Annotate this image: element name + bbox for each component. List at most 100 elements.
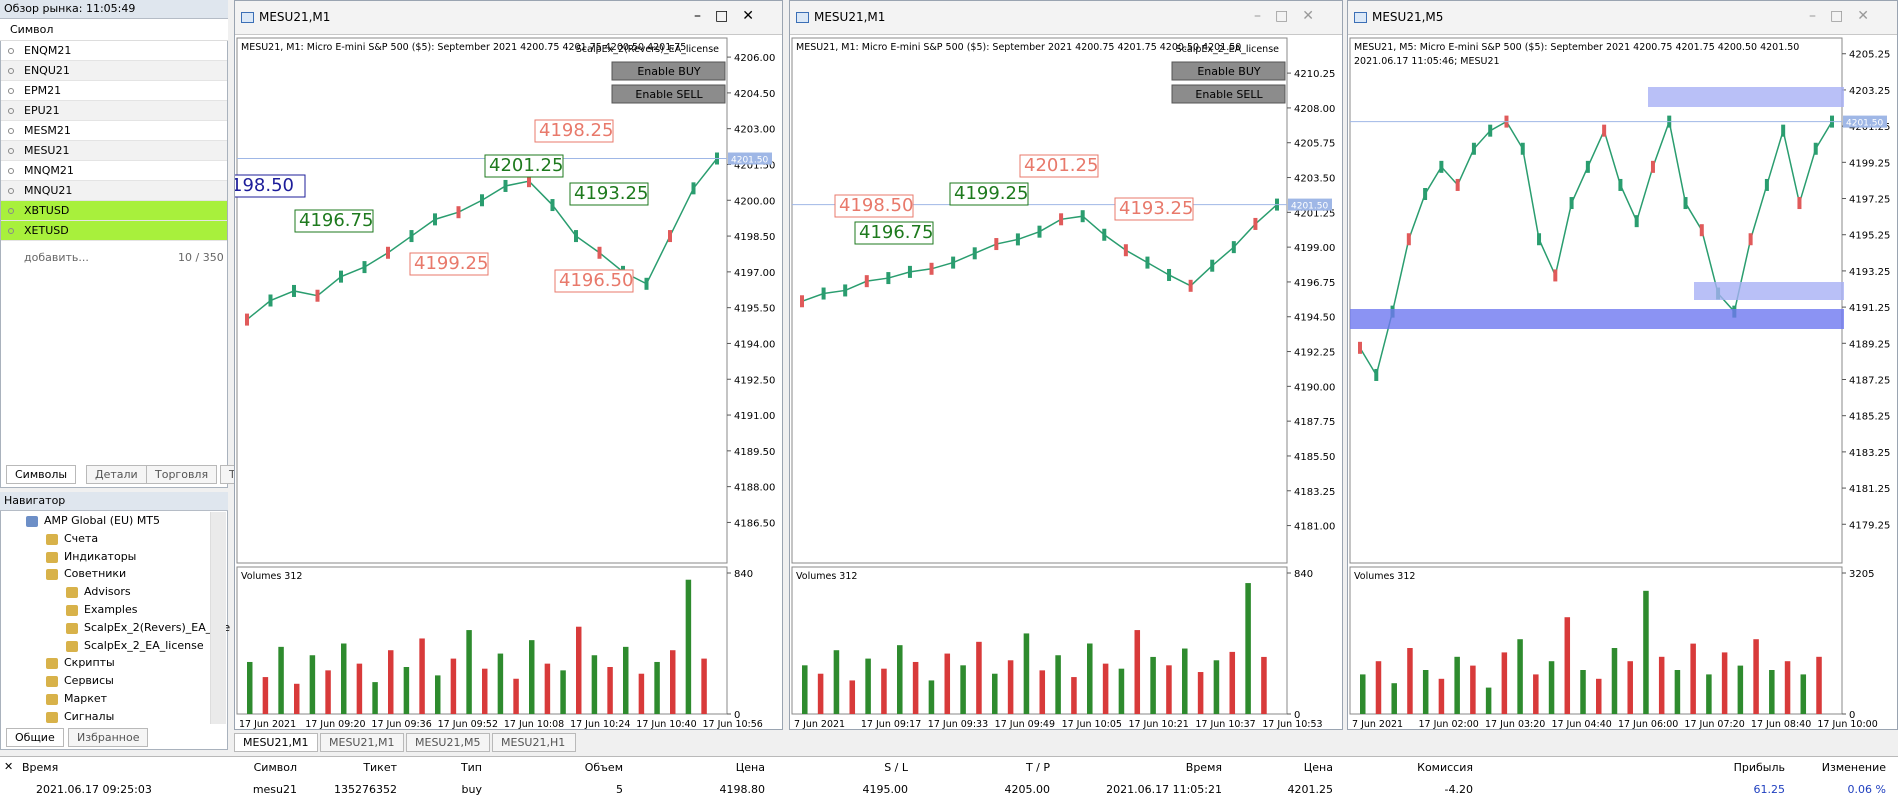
candle — [1080, 210, 1085, 223]
ea-button-label[interactable]: Enable BUY — [637, 65, 701, 78]
time-label: 17 Jun 04:40 — [1551, 719, 1611, 730]
tree-icon — [66, 587, 78, 599]
trade-cell: 5 — [616, 783, 623, 796]
volume-bar — [654, 661, 660, 714]
trade-cell: 135276352 — [334, 783, 397, 796]
price-label: 4187.75 — [1294, 417, 1335, 428]
column-header: Тип — [460, 761, 482, 774]
trade-label: 198.50 — [235, 175, 294, 196]
ea-button-label[interactable]: Enable SELL — [1195, 88, 1263, 101]
tree-icon — [26, 516, 38, 527]
ea-button[interactable] — [611, 61, 726, 81]
column-header: Изменение — [1821, 761, 1886, 774]
volume-bar — [1023, 633, 1030, 714]
ea-button[interactable] — [1171, 61, 1286, 81]
volume-label: Volumes 312 — [1354, 571, 1415, 582]
candle — [972, 247, 977, 260]
column-header: T / P — [1025, 761, 1050, 774]
time-label: 17 Jun 06:00 — [1618, 719, 1678, 730]
symbol-row — [1, 181, 227, 201]
price-label: 4183.25 — [1294, 487, 1335, 498]
volume-bar — [881, 668, 887, 714]
price-tag-bg — [728, 152, 772, 165]
symbol-row — [1, 121, 227, 141]
time-label: 17 Jun 10:21 — [1128, 719, 1188, 730]
candle — [433, 213, 437, 226]
volume-bar — [1690, 643, 1696, 714]
trade-label-box — [569, 182, 649, 206]
volume-bar — [1564, 617, 1571, 714]
time-label: 7 Jun 2021 — [794, 719, 845, 730]
candle — [1683, 197, 1688, 210]
symbol: MESM21 — [24, 124, 71, 137]
window-title: MESU21,M5 — [1348, 1, 1897, 35]
column-header: Время — [22, 761, 59, 774]
volume-bar — [1118, 668, 1125, 714]
volume-bar — [1391, 683, 1397, 714]
chart-info: MESU21, M5: Micro E-mini S&P 500 ($5): S… — [1354, 42, 1799, 53]
tree-icon — [46, 711, 58, 723]
volume-bar — [1134, 630, 1141, 714]
price-label: 4191.00 — [734, 411, 775, 422]
navigator-panel — [0, 492, 228, 750]
volume-bar — [685, 579, 692, 714]
volume-bar — [865, 658, 871, 714]
symbol-row — [1, 101, 227, 121]
ea-button-label[interactable]: Enable SELL — [635, 88, 703, 101]
ea-button[interactable] — [1171, 84, 1286, 104]
price-label: 4200.00 — [734, 196, 775, 207]
time-label: 17 Jun 09:49 — [995, 719, 1055, 730]
trade-label: 4196.75 — [299, 210, 373, 231]
row-icon — [8, 168, 14, 174]
trade-label: 4198.50 — [839, 195, 913, 216]
volume-bar — [466, 630, 472, 714]
volume-bar — [1470, 665, 1476, 714]
volume-bar — [560, 670, 566, 714]
candle — [907, 265, 912, 278]
price-label: 4201.25 — [1294, 208, 1335, 219]
volume-tick: 3205 — [1849, 569, 1874, 580]
candle — [503, 179, 508, 192]
price-pane — [236, 37, 728, 564]
volume-bar — [1501, 652, 1508, 714]
candle — [1650, 160, 1655, 173]
candle — [1455, 178, 1460, 191]
volume-bar — [1102, 663, 1109, 714]
column-header: Комиссия — [1417, 761, 1473, 774]
volume-bar — [1737, 665, 1744, 714]
tree-item: Скрипты — [64, 656, 115, 670]
tree-item: Examples — [84, 603, 138, 616]
candle — [864, 275, 869, 288]
volume-bar — [1627, 661, 1633, 714]
candle — [1015, 233, 1020, 246]
ea-button[interactable] — [611, 84, 726, 104]
trade-label-box — [1114, 197, 1194, 221]
volume-bar — [1261, 656, 1267, 714]
candle — [1374, 368, 1379, 381]
price-label: 4185.25 — [1849, 412, 1890, 423]
chart: 4205.25 4203.25 4201.25 4199.25 4197.25 4195.… — [1349, 37, 1890, 730]
candle — [1123, 244, 1128, 257]
price-label: 4181.25 — [1849, 484, 1890, 495]
symbol-row — [1, 61, 227, 81]
window-controls: –□✕ — [1809, 8, 1883, 24]
add-symbol: добавить... — [24, 251, 89, 264]
candle — [1059, 213, 1064, 226]
price-label: 4201.25 — [1849, 122, 1890, 133]
row-icon — [8, 68, 14, 74]
volume-bar — [1087, 643, 1093, 714]
price-label: 4192.25 — [1294, 348, 1335, 359]
ea-button-label[interactable]: Enable BUY — [1197, 65, 1261, 78]
volume-bar — [1422, 670, 1429, 714]
trade-cell: 2021.06.17 09:25:03 — [36, 783, 152, 796]
symbol-row — [1, 41, 227, 61]
candle — [1253, 217, 1258, 230]
chart-window: MESU21,M1 –□✕ 4210.25 4208.00 4205.75 4203.50… — [789, 0, 1343, 730]
candle — [1764, 178, 1769, 191]
volume-bar — [403, 667, 410, 714]
volume-bar — [1375, 661, 1382, 714]
symbol: EPU21 — [24, 104, 60, 117]
row-icon — [8, 228, 14, 234]
column-header: Тикет — [363, 761, 397, 774]
